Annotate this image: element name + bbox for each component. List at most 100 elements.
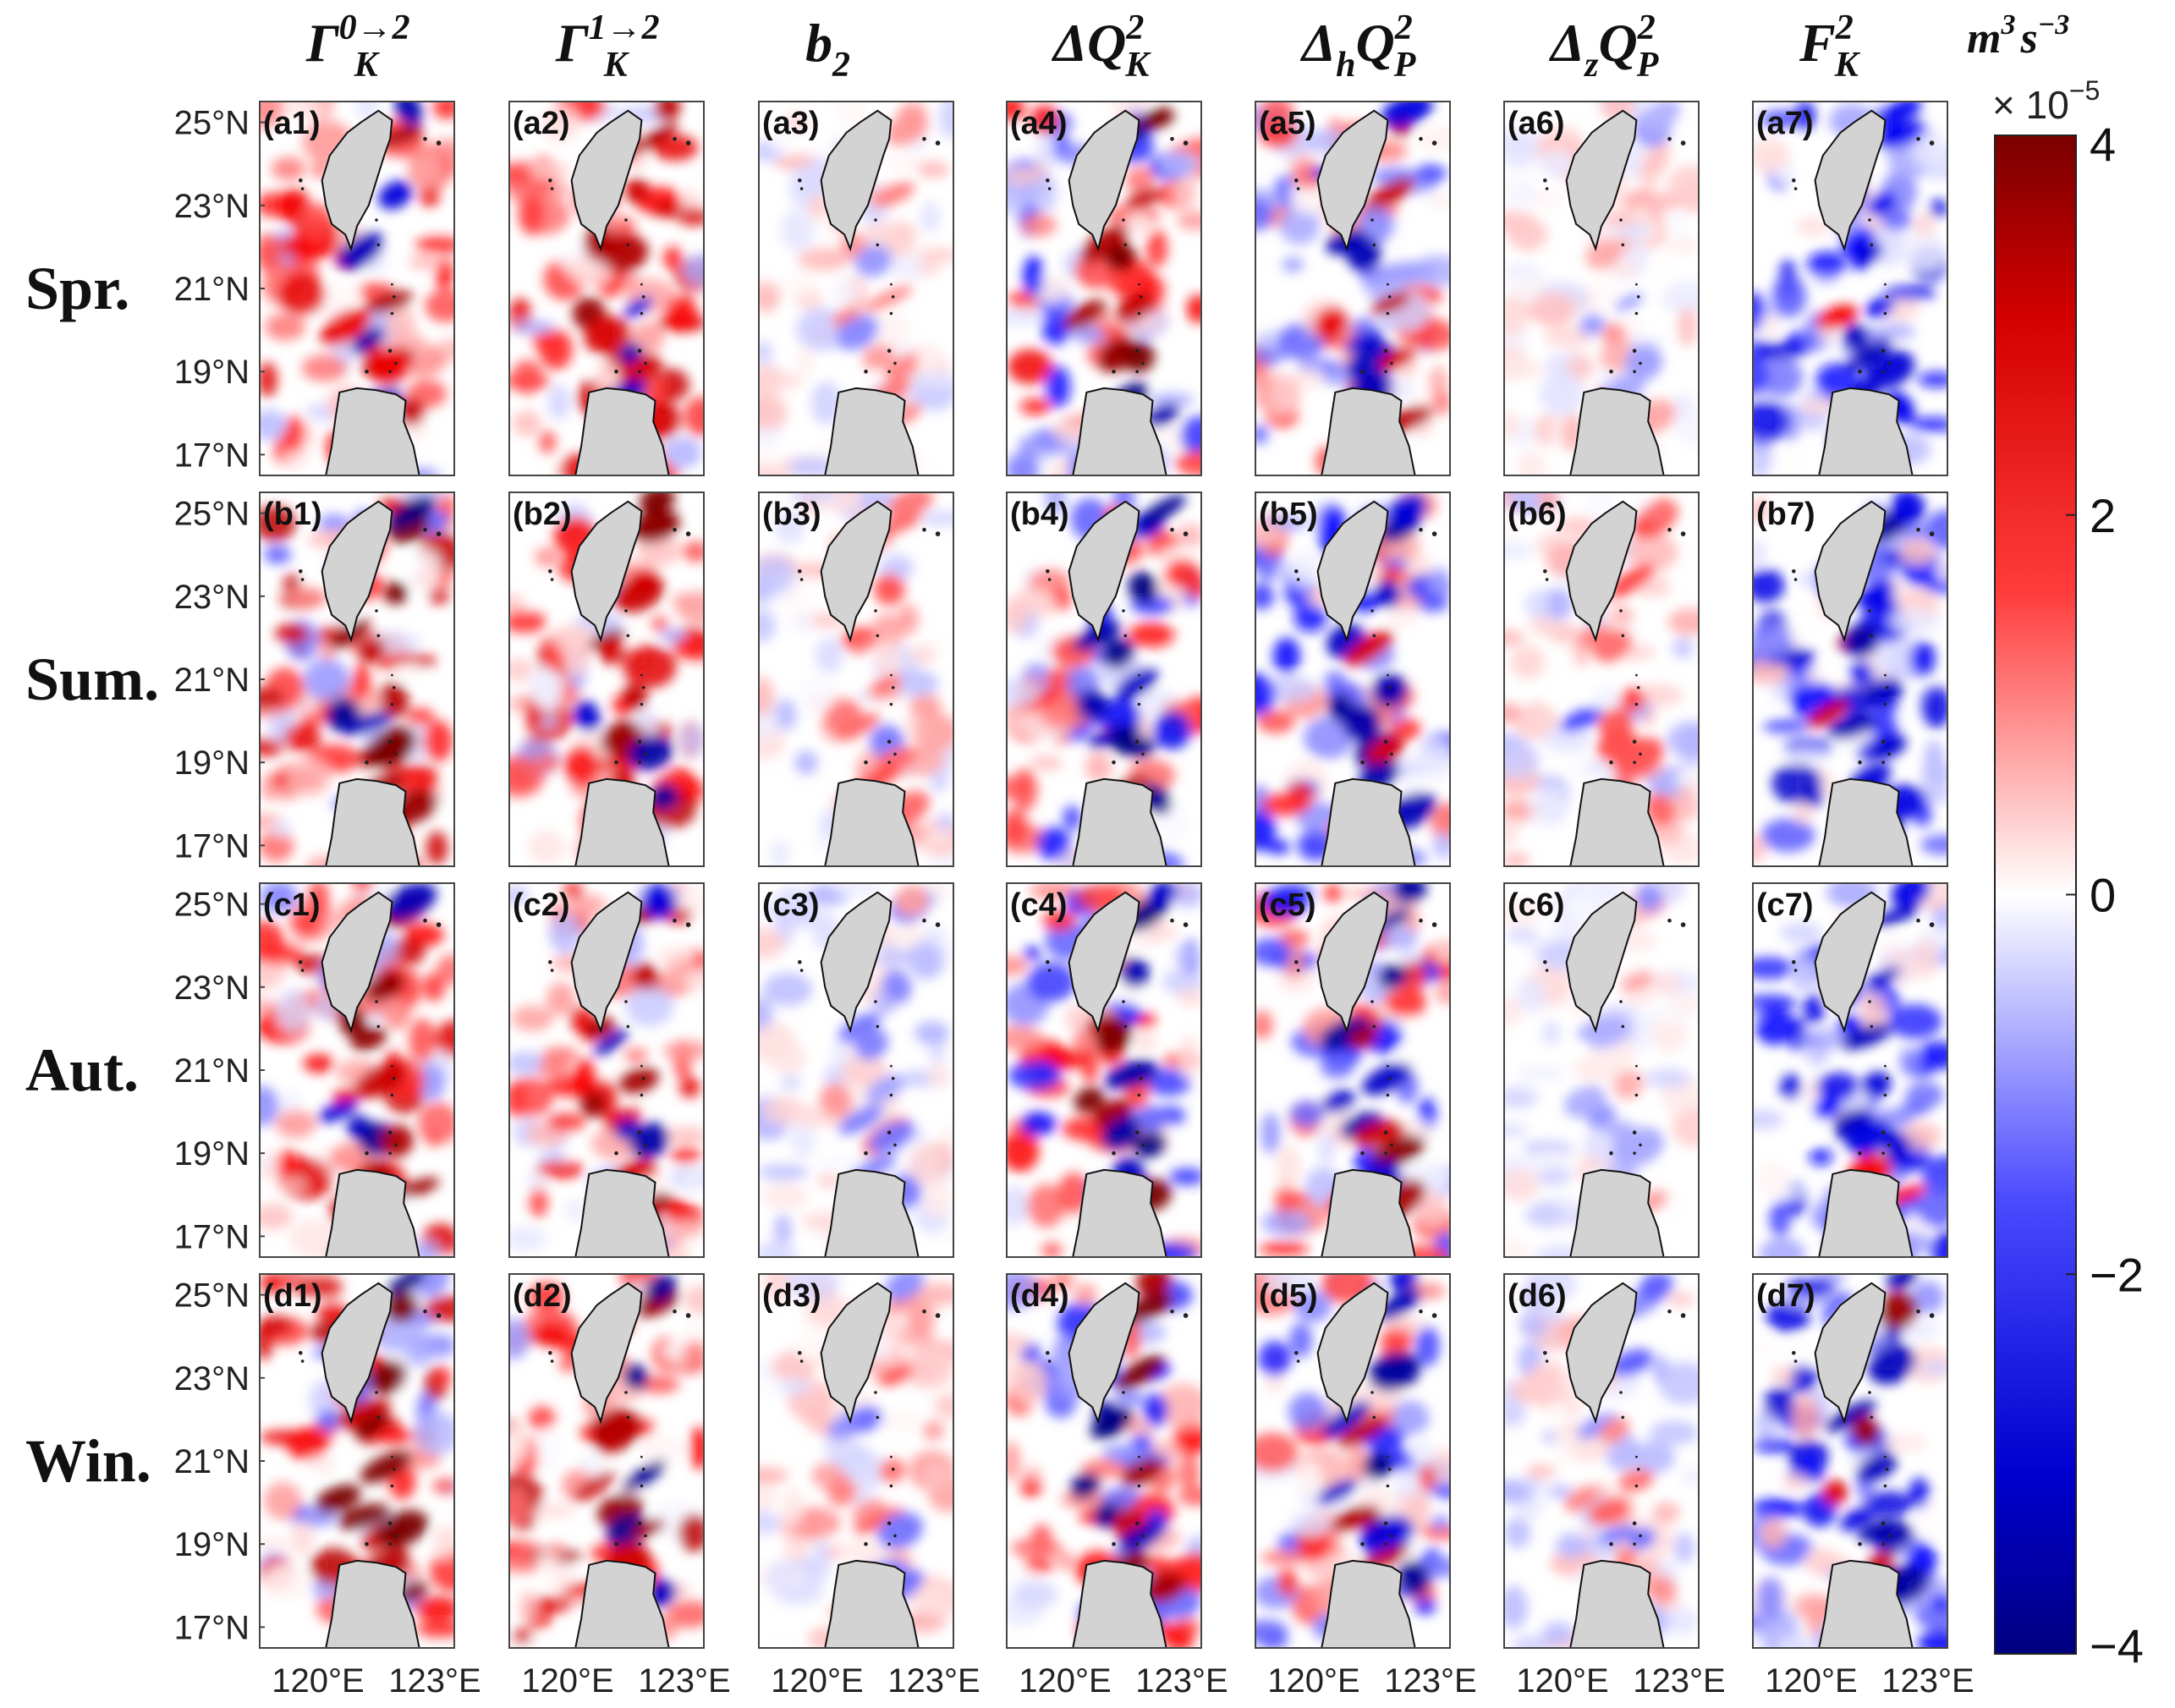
small-island (1183, 140, 1189, 146)
field-core (1063, 299, 1107, 330)
field-patch (562, 633, 590, 676)
field-patch (917, 161, 949, 178)
field-patch (536, 1427, 560, 1472)
field-core (1865, 298, 1894, 319)
panel-label: (d7) (1756, 1278, 1815, 1314)
small-island (641, 295, 645, 299)
field-patch (1007, 1129, 1040, 1173)
field-patch (1634, 684, 1684, 707)
field-core (1074, 1087, 1105, 1113)
small-island (1431, 1313, 1437, 1318)
field-core (1101, 1117, 1142, 1151)
small-island (637, 739, 642, 744)
field-core (1618, 1469, 1654, 1492)
field-patch (1178, 1486, 1201, 1507)
small-island (365, 1151, 369, 1156)
panel-label: (a6) (1508, 106, 1565, 141)
small-island (1881, 1130, 1886, 1134)
small-island (889, 1484, 893, 1488)
small-island (1386, 702, 1390, 706)
field-patch (1504, 1238, 1533, 1257)
field-patch (1304, 717, 1354, 759)
field-patch (539, 329, 573, 370)
field-patch (882, 156, 929, 172)
field-patch (798, 248, 849, 272)
map-panel: (c7) (1752, 882, 1948, 1258)
luzon-landmass (1072, 777, 1167, 866)
field-patch (1347, 1443, 1368, 1484)
field-patch (1179, 1402, 1201, 1416)
field-core (630, 509, 680, 543)
field-patch (1918, 1628, 1947, 1648)
field-patch (1036, 827, 1071, 861)
small-island (935, 140, 941, 146)
small-island (1868, 218, 1871, 222)
field-core (1366, 178, 1415, 208)
field-core (629, 354, 662, 382)
field-patch (1753, 137, 1790, 174)
field-patch (1771, 1366, 1795, 1383)
small-island (1636, 686, 1640, 689)
field-patch (1041, 310, 1072, 345)
small-island (1619, 609, 1623, 612)
field-core (1859, 580, 1896, 606)
field-patch (428, 588, 449, 605)
field-patch (1785, 1278, 1836, 1298)
field-patch (1282, 257, 1304, 272)
field-patch (815, 637, 843, 673)
small-island (644, 1143, 647, 1147)
small-island (388, 370, 392, 374)
field-core (1598, 1524, 1637, 1545)
small-island (685, 1313, 691, 1318)
field-patch (659, 628, 686, 643)
field-patch (871, 612, 904, 651)
field-patch (1425, 191, 1450, 210)
field-patch (1901, 1100, 1931, 1117)
field-patch (916, 248, 953, 262)
small-island (1360, 1151, 1365, 1156)
field-patch (1261, 1550, 1308, 1566)
field-core (387, 496, 437, 530)
colorbar-ticks: 4 2 0 −2 −4 (2066, 118, 2144, 1672)
small-island (1639, 752, 1642, 756)
field-patch (529, 1187, 548, 1218)
field-patch (1358, 203, 1392, 246)
field-patch (529, 1503, 576, 1519)
small-island (624, 1391, 628, 1394)
small-island (1667, 527, 1672, 532)
field-patch (1415, 1191, 1449, 1226)
field-patch (1009, 1360, 1048, 1404)
field-core (591, 1410, 641, 1453)
field-patch (263, 1481, 302, 1520)
small-island (1632, 1521, 1637, 1525)
field-patch (1275, 1184, 1298, 1216)
small-island (391, 283, 393, 286)
field-patch (1753, 1110, 1785, 1129)
taiwan-landmass (1316, 891, 1389, 1034)
field-patch (1391, 1400, 1430, 1436)
small-island (1141, 1143, 1145, 1147)
field-patch (759, 677, 774, 717)
field-patch (1529, 292, 1577, 327)
small-island (300, 969, 305, 972)
field-patch (435, 1020, 454, 1057)
field-patch (1651, 1354, 1669, 1382)
column-titles: Γ0→2 K Γ1→2 K b2 ΔQ2 K ΔhQ2 P ΔzQ2 P F2 K (305, 8, 1861, 85)
map-panel: (b5) (1255, 492, 1451, 867)
field-patch (1796, 216, 1831, 237)
field-patch (1514, 977, 1548, 1013)
panel-frame (1503, 882, 1700, 1258)
field-patch (1753, 1438, 1794, 1453)
field-patch (1515, 1067, 1567, 1081)
field-patch (1162, 1622, 1195, 1648)
colorbar-tick-label: −2 (2090, 1248, 2144, 1301)
field-patch (788, 492, 839, 503)
small-island (1545, 578, 1549, 581)
latitude-tick: 21°N (174, 271, 250, 308)
field-patch (1255, 366, 1275, 410)
field-patch (409, 1019, 437, 1063)
small-island (1134, 739, 1140, 744)
field-patch (781, 1378, 812, 1396)
small-island (1634, 1093, 1639, 1097)
field-patch (1916, 1041, 1947, 1069)
